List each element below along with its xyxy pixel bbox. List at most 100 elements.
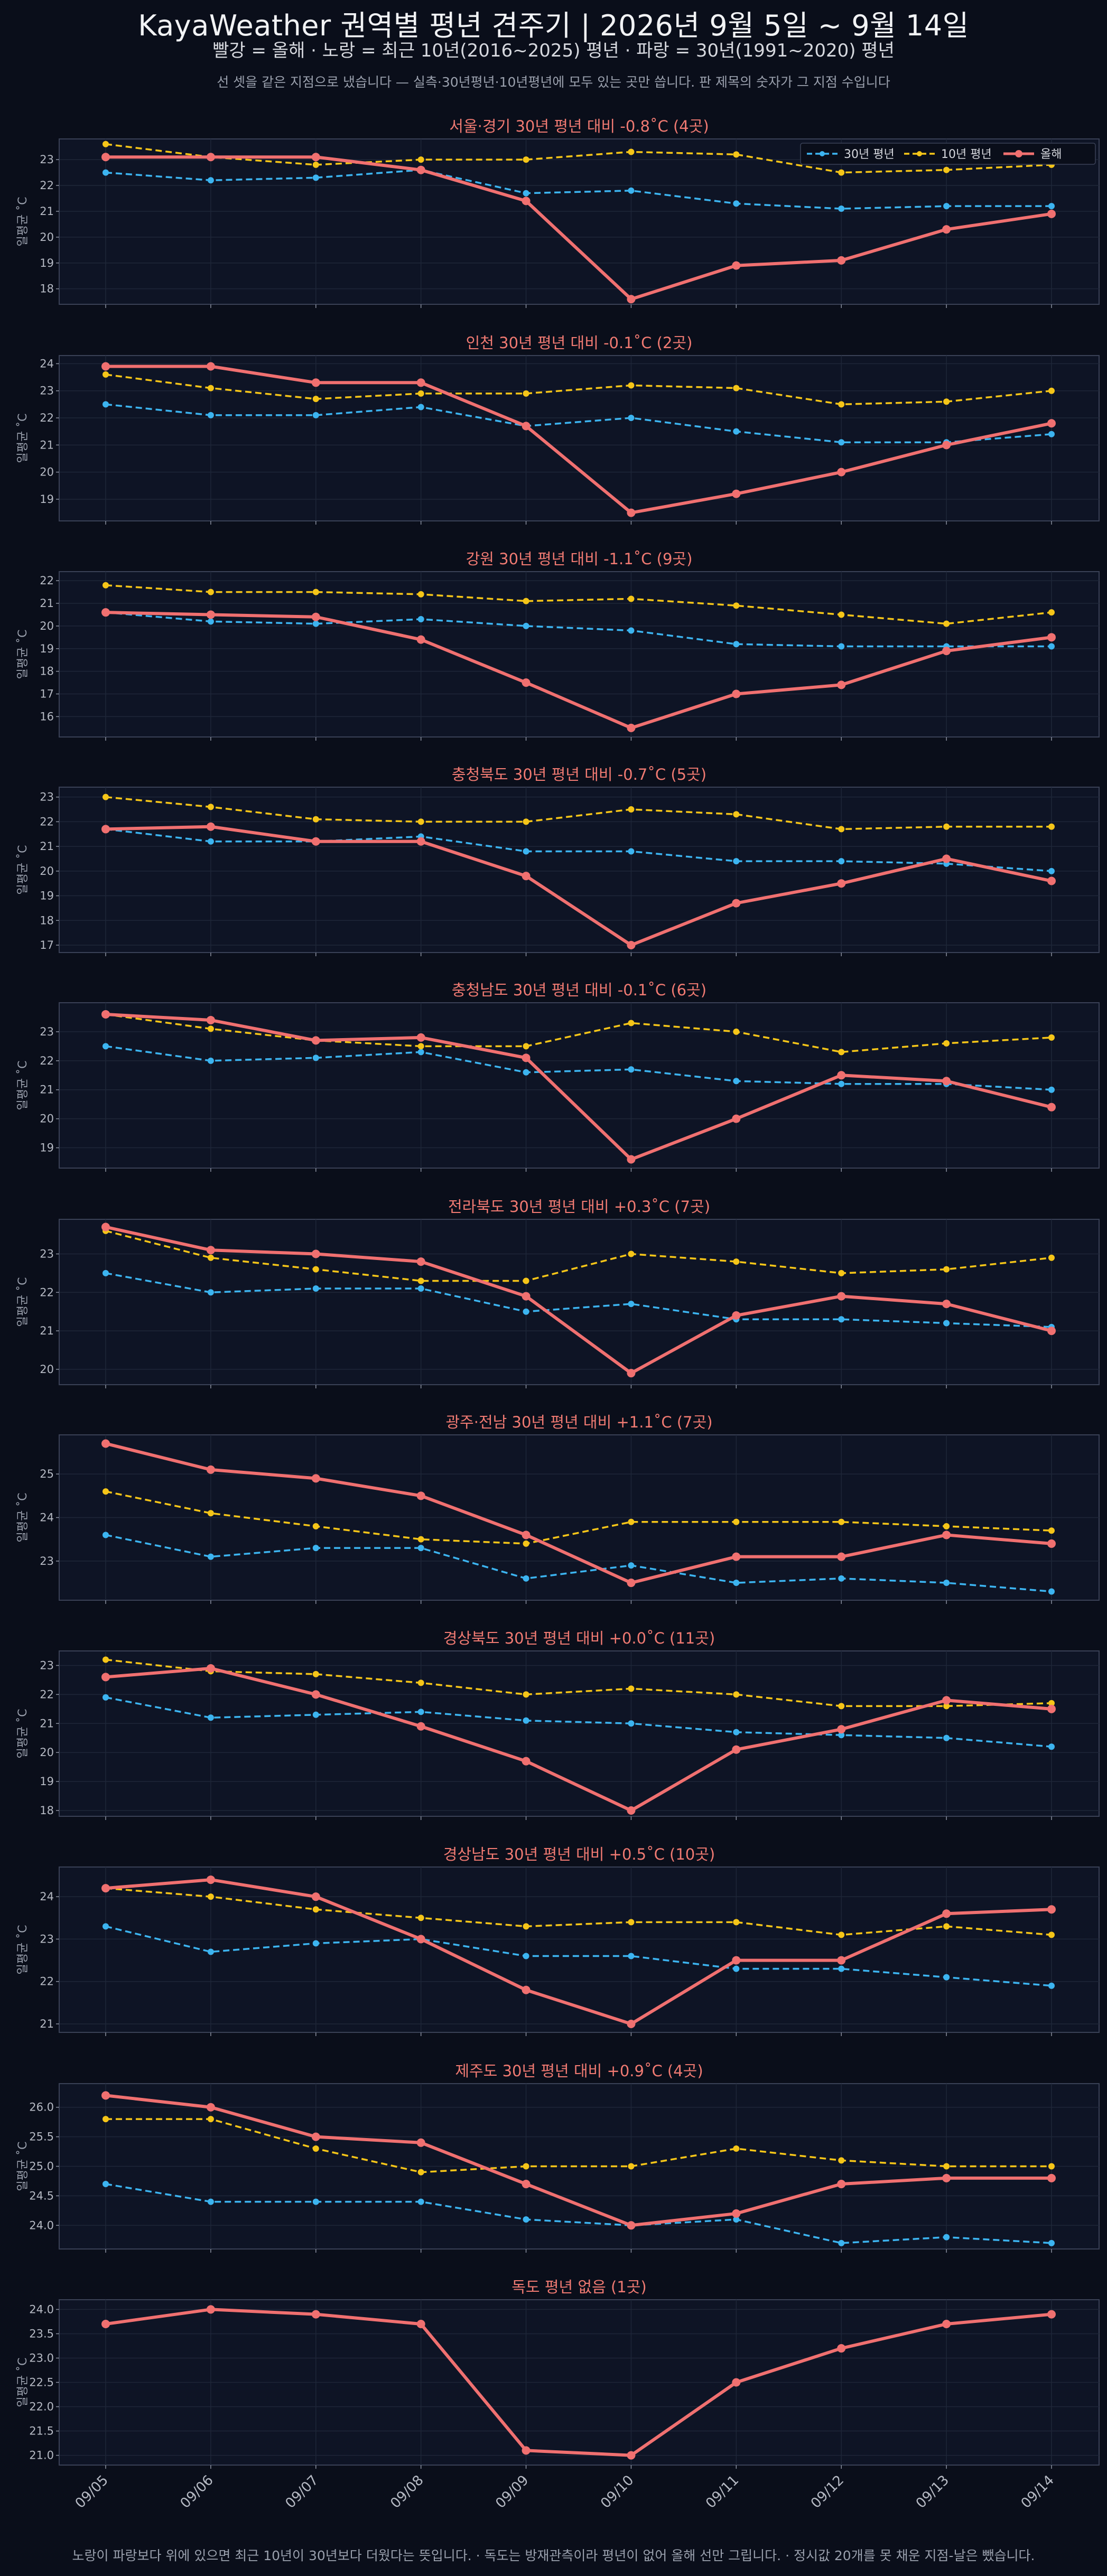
series-line (105, 2183, 1052, 2244)
data-point (627, 723, 636, 732)
data-point (628, 1066, 635, 1073)
plot-area (59, 571, 1100, 738)
chart-panel: 19 20 21 22 23 일평균 ˚C 충청남도 30년 평년 대비 -0.1˚C (6… (16, 981, 1100, 1172)
data-point (628, 806, 635, 813)
y-tick-label: 21.5 (29, 2425, 54, 2438)
data-point (207, 1714, 214, 1721)
data-point (628, 1301, 635, 1308)
series-line (105, 1666, 1052, 1813)
series-line (106, 155, 1052, 301)
chart-panel: 21.0 21.5 22.0 22.5 23.0 23.5 24.0 일평균 ˚C 독도 평년 … (16, 2278, 1100, 2512)
legend-marker (820, 151, 825, 156)
x-tick-label: 09/08 (387, 2472, 426, 2512)
y-tick-label: 23 (40, 153, 54, 166)
data-point (103, 1532, 109, 1538)
y-tick-label: 23 (40, 1025, 54, 1038)
data-point (207, 412, 214, 418)
page-title: KayaWeather 권역별 평년 견주기 | 2026년 9월 5일 ~ 9… (138, 9, 969, 42)
data-point (417, 2198, 424, 2205)
chart-panel: 24.0 24.5 25.0 25.5 26.0 일평균 ˚C 제주도 30년 평년 대비 … (16, 2062, 1100, 2253)
y-axis-label: 일평균 ˚C (16, 629, 30, 679)
data-point (207, 2116, 214, 2123)
series-line (105, 1658, 1052, 1707)
series-line (105, 1230, 1052, 1282)
data-point (733, 1965, 740, 1972)
y-tick-label: 22 (40, 1688, 54, 1701)
data-point (207, 1948, 214, 1955)
data-point (942, 1696, 951, 1705)
data-point (732, 2209, 741, 2218)
data-point (838, 1965, 845, 1972)
data-point (312, 174, 319, 181)
data-point (103, 582, 109, 589)
data-point (103, 2181, 109, 2188)
data-point (417, 156, 424, 163)
series-line (106, 2118, 1052, 2173)
data-point (627, 2019, 636, 2028)
y-axis-label: 일평균 ˚C (16, 197, 30, 246)
data-point (522, 1530, 531, 1539)
panel-title: 강원 30년 평년 대비 -1.1˚C (9곳) (466, 550, 693, 568)
page-note: 선 셋을 같은 지점으로 냈습니다 — 실측·30년평년·10년평년에 모두 있… (217, 74, 890, 90)
x-tick-label: 09/06 (178, 2472, 217, 2512)
data-point (101, 2091, 110, 2100)
data-point (206, 2103, 215, 2112)
series-line (105, 1225, 1052, 1375)
data-point (416, 837, 425, 846)
y-tick-label: 19 (40, 493, 54, 506)
y-tick-label: 23.5 (29, 2327, 54, 2340)
data-point (103, 401, 109, 408)
data-point (1048, 1743, 1055, 1750)
plot-area (59, 787, 1100, 953)
data-point (523, 1069, 529, 1076)
data-point (311, 837, 320, 846)
data-point (312, 161, 319, 168)
data-point (838, 1316, 845, 1323)
series-line (105, 828, 1052, 872)
data-point (943, 203, 950, 210)
data-point (733, 2216, 740, 2223)
data-point (1048, 643, 1055, 650)
data-point (1047, 2173, 1056, 2182)
panel-title: 서울·경기 30년 평년 대비 -0.8˚C (4곳) (449, 117, 709, 135)
data-point (942, 2320, 951, 2329)
panel-title: 경상남도 30년 평년 대비 +0.5˚C (10곳) (443, 1845, 715, 1863)
data-point (417, 1709, 424, 1715)
data-point (733, 641, 740, 648)
data-point (628, 1685, 635, 1692)
data-point (523, 598, 529, 604)
data-point (417, 390, 424, 397)
data-point (416, 1033, 425, 1042)
data-point (628, 848, 635, 855)
data-point (103, 1923, 109, 1930)
series-line (105, 1272, 1052, 1328)
data-point (943, 1580, 950, 1586)
data-point (103, 1656, 109, 1663)
data-point (733, 151, 740, 158)
data-point (838, 858, 845, 865)
y-tick-label: 25.5 (29, 2131, 54, 2143)
series-line (105, 1878, 1052, 2026)
data-point (103, 2116, 109, 2123)
data-point (733, 811, 740, 818)
data-point (416, 1935, 425, 1944)
y-tick-label: 24.5 (29, 2189, 54, 2202)
data-point (942, 2173, 951, 2182)
data-point (417, 1277, 424, 1284)
data-point (312, 1906, 319, 1913)
series-line (105, 403, 1052, 443)
data-point (942, 225, 951, 234)
data-point (311, 2310, 320, 2319)
page-footer: 노랑이 파랑보다 위에 있으면 최근 10년이 30년보다 더웠다는 뜻입니다.… (72, 2548, 1035, 2563)
data-point (1047, 1103, 1056, 1112)
data-point (1048, 1254, 1055, 1261)
y-tick-label: 23 (40, 791, 54, 804)
y-tick-label: 23 (40, 1248, 54, 1261)
y-tick-label: 23.0 (29, 2351, 54, 2364)
data-point (733, 1258, 740, 1265)
data-point (1047, 1704, 1056, 1713)
data-point (628, 1919, 635, 1926)
data-point (312, 1054, 319, 1061)
data-point (943, 1923, 950, 1930)
